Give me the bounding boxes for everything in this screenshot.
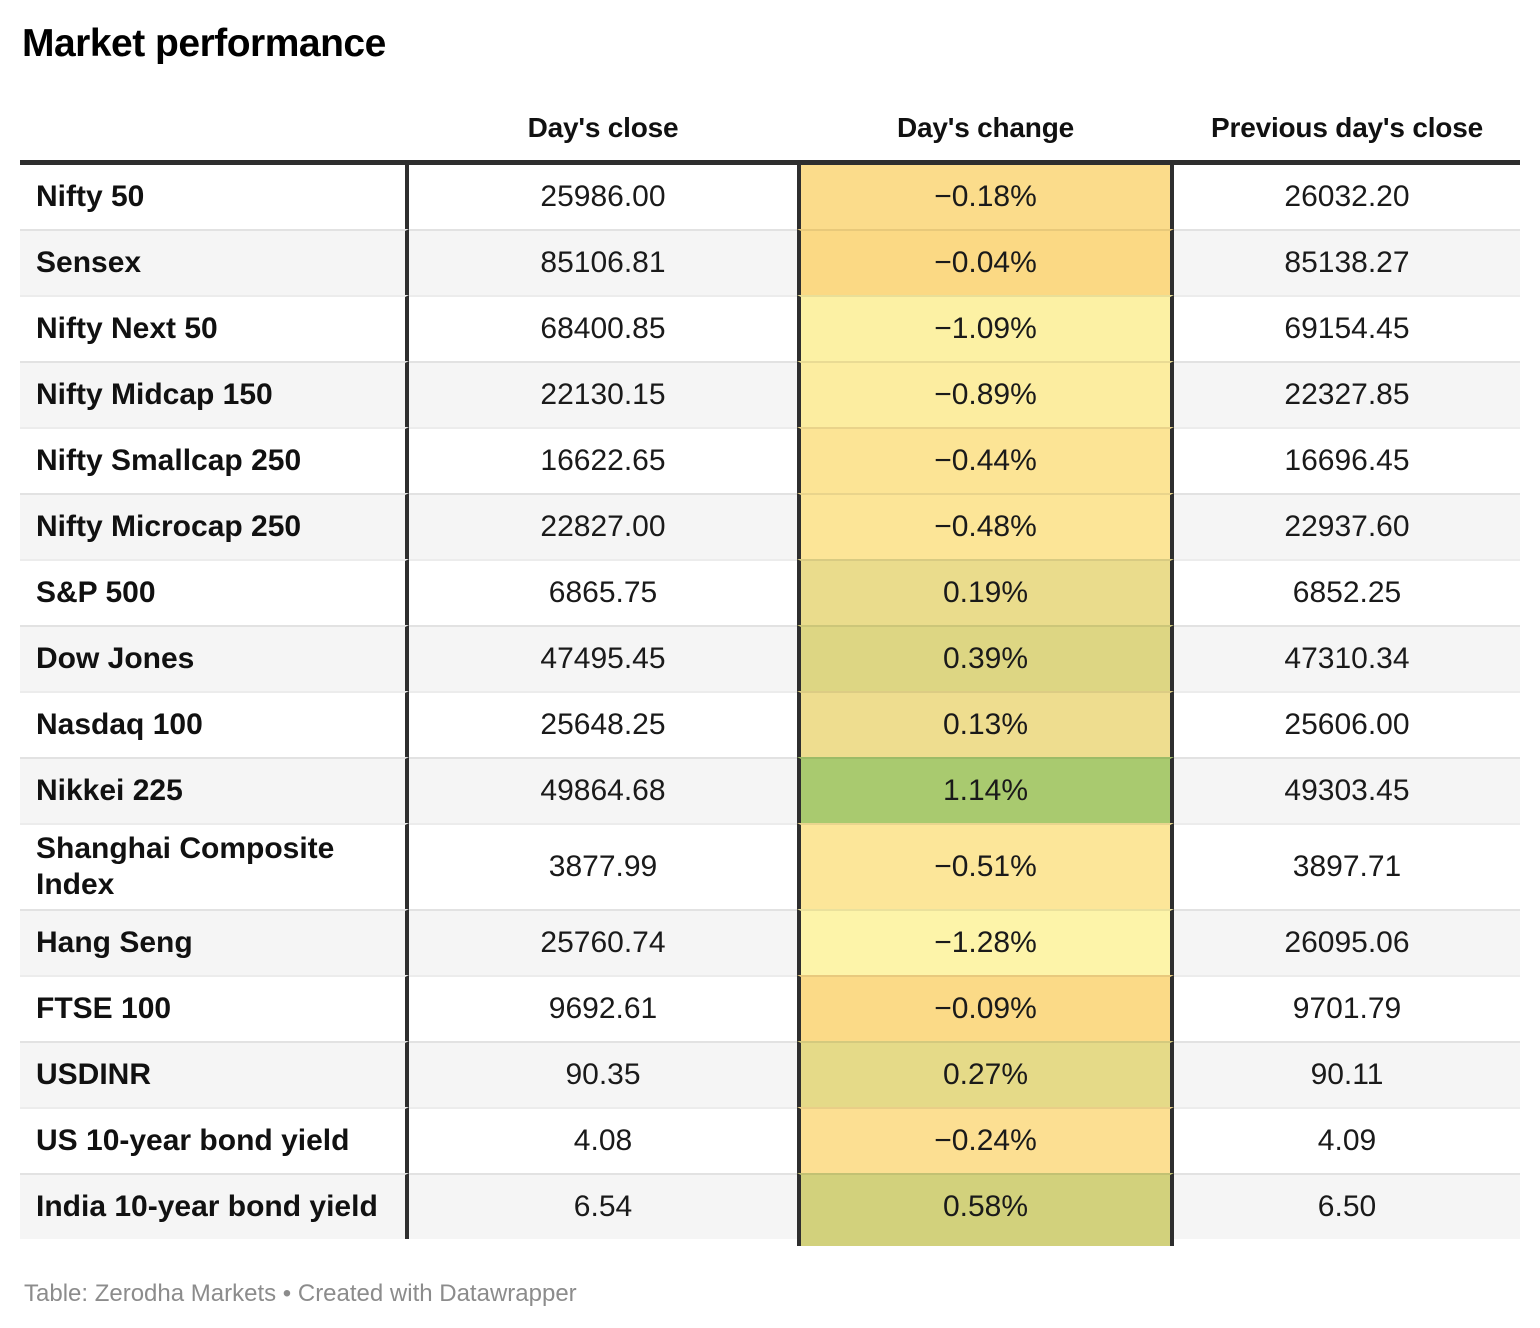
days-close-cell: 6865.75 [409, 559, 797, 625]
previous-days-close-cell: 49303.45 [1174, 757, 1520, 823]
previous-days-close-cell: 90.11 [1174, 1041, 1520, 1107]
days-close-cell: 6.54 [409, 1173, 797, 1239]
row-label: Sensex [20, 229, 409, 295]
days-close-cell: 90.35 [409, 1041, 797, 1107]
row-label: USDINR [20, 1041, 409, 1107]
table-row: Nasdaq 100 25648.25 0.13% 25606.00 [20, 691, 1520, 757]
previous-days-close-cell: 85138.27 [1174, 229, 1520, 295]
row-label: US 10-year bond yield [20, 1107, 409, 1173]
table-row: Shanghai Composite Index 3877.99 −0.51% … [20, 823, 1520, 909]
column-header-days-close: Day's close [409, 66, 797, 165]
days-change-heatmap-cell: −0.48% [797, 493, 1174, 559]
days-change-heatmap-cell: 0.19% [797, 559, 1174, 625]
row-label: Nifty Midcap 150 [20, 361, 409, 427]
days-close-cell: 25986.00 [409, 165, 797, 229]
attribution-text: Table: Zerodha Markets • Created with Da… [24, 1280, 577, 1307]
days-close-cell: 85106.81 [409, 229, 797, 295]
row-label: S&P 500 [20, 559, 409, 625]
row-label: Nifty Smallcap 250 [20, 427, 409, 493]
days-close-cell: 22130.15 [409, 361, 797, 427]
previous-days-close-cell: 47310.34 [1174, 625, 1520, 691]
days-change-heatmap-cell: 0.27% [797, 1041, 1174, 1107]
days-change-heatmap-cell: 1.14% [797, 757, 1174, 823]
row-label: Nikkei 225 [20, 757, 409, 823]
previous-days-close-cell: 69154.45 [1174, 295, 1520, 361]
previous-days-close-cell: 3897.71 [1174, 823, 1520, 909]
previous-days-close-cell: 4.09 [1174, 1107, 1520, 1173]
previous-days-close-cell: 22937.60 [1174, 493, 1520, 559]
days-change-heatmap-cell: −0.18% [797, 165, 1174, 229]
page-title: Market performance [22, 22, 386, 65]
table-footer: Table: Zerodha Markets • Created with Da… [24, 1280, 1520, 1308]
row-label: Nifty Microcap 250 [20, 493, 409, 559]
previous-days-close-cell: 22327.85 [1174, 361, 1520, 427]
row-label: Dow Jones [20, 625, 409, 691]
days-change-heatmap-cell: 0.39% [797, 625, 1174, 691]
row-label: India 10-year bond yield [20, 1173, 409, 1239]
days-close-cell: 16622.65 [409, 427, 797, 493]
days-change-heatmap-cell: −0.24% [797, 1107, 1174, 1173]
days-close-cell: 3877.99 [409, 823, 797, 909]
days-change-heatmap-cell: 0.13% [797, 691, 1174, 757]
table-row: FTSE 100 9692.61 −0.09% 9701.79 [20, 975, 1520, 1041]
table-row: Nifty Next 50 68400.85 −1.09% 69154.45 [20, 295, 1520, 361]
table-row: Nifty Microcap 250 22827.00 −0.48% 22937… [20, 493, 1520, 559]
days-close-cell: 25760.74 [409, 909, 797, 975]
table-row: Sensex 85106.81 −0.04% 85138.27 [20, 229, 1520, 295]
row-label: Hang Seng [20, 909, 409, 975]
row-label: Nasdaq 100 [20, 691, 409, 757]
table-header: Day's close Day's change Previous day's … [20, 66, 1520, 165]
days-close-cell: 68400.85 [409, 295, 797, 361]
column-header-days-change: Day's change [797, 66, 1174, 165]
previous-days-close-cell: 26095.06 [1174, 909, 1520, 975]
days-close-cell: 47495.45 [409, 625, 797, 691]
days-change-heatmap-cell: −0.04% [797, 229, 1174, 295]
table-row: India 10-year bond yield 6.54 0.58% 6.50 [20, 1173, 1520, 1239]
previous-days-close-cell: 16696.45 [1174, 427, 1520, 493]
days-change-heatmap-cell: 0.58% [797, 1173, 1174, 1239]
heatmap-column-bottom-extension [20, 1239, 1520, 1246]
days-change-heatmap-cell: −0.89% [797, 361, 1174, 427]
days-change-heatmap-cell: −1.28% [797, 909, 1174, 975]
column-header-previous-days-close: Previous day's close [1174, 66, 1520, 165]
table-row: US 10-year bond yield 4.08 −0.24% 4.09 [20, 1107, 1520, 1173]
days-close-cell: 9692.61 [409, 975, 797, 1041]
days-close-cell: 4.08 [409, 1107, 797, 1173]
previous-days-close-cell: 6.50 [1174, 1173, 1520, 1239]
previous-days-close-cell: 26032.20 [1174, 165, 1520, 229]
days-close-cell: 25648.25 [409, 691, 797, 757]
row-label: FTSE 100 [20, 975, 409, 1041]
table-row: Nifty 50 25986.00 −0.18% 26032.20 [20, 165, 1520, 229]
table-row: Nifty Midcap 150 22130.15 −0.89% 22327.8… [20, 361, 1520, 427]
previous-days-close-cell: 6852.25 [1174, 559, 1520, 625]
table-row: S&P 500 6865.75 0.19% 6852.25 [20, 559, 1520, 625]
days-change-heatmap-cell: −1.09% [797, 295, 1174, 361]
days-close-cell: 22827.00 [409, 493, 797, 559]
market-performance-table: Day's close Day's change Previous day's … [20, 66, 1520, 1246]
days-close-cell: 49864.68 [409, 757, 797, 823]
table-body: Nifty 50 25986.00 −0.18% 26032.20 Sensex… [20, 165, 1520, 1246]
column-header-empty [20, 66, 409, 165]
row-label: Shanghai Composite Index [20, 823, 409, 909]
previous-days-close-cell: 25606.00 [1174, 691, 1520, 757]
row-label: Nifty 50 [20, 165, 409, 229]
days-change-heatmap-cell: −0.09% [797, 975, 1174, 1041]
table-row: Nifty Smallcap 250 16622.65 −0.44% 16696… [20, 427, 1520, 493]
table-row: Nikkei 225 49864.68 1.14% 49303.45 [20, 757, 1520, 823]
days-change-heatmap-cell: −0.51% [797, 823, 1174, 909]
row-label: Nifty Next 50 [20, 295, 409, 361]
previous-days-close-cell: 9701.79 [1174, 975, 1520, 1041]
table-row: Hang Seng 25760.74 −1.28% 26095.06 [20, 909, 1520, 975]
table-row: Dow Jones 47495.45 0.39% 47310.34 [20, 625, 1520, 691]
table-row: USDINR 90.35 0.27% 90.11 [20, 1041, 1520, 1107]
datawrapper-table-chart: Market performance Day's close Day's cha… [0, 22, 1540, 1308]
days-change-heatmap-cell: −0.44% [797, 427, 1174, 493]
